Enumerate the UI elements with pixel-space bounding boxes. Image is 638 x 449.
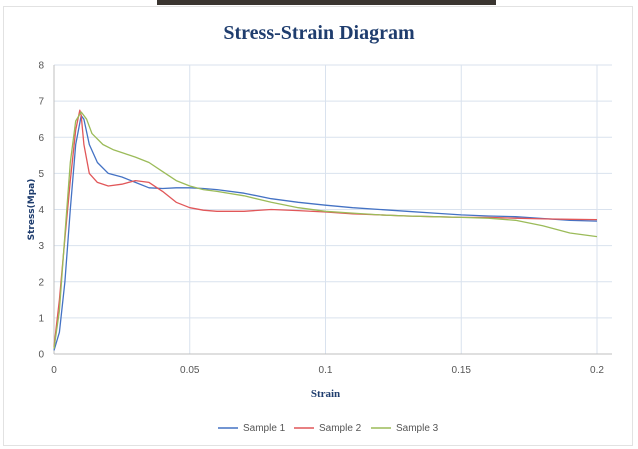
legend-label: Sample 3 bbox=[396, 423, 439, 434]
grid-lines bbox=[53, 64, 612, 355]
y-tick-label: 1 bbox=[38, 313, 44, 324]
x-axis-label: Strain bbox=[311, 388, 340, 400]
y-tick-label: 7 bbox=[38, 97, 44, 108]
y-tick-label: 0 bbox=[38, 350, 44, 361]
y-tick-label: 8 bbox=[38, 61, 44, 72]
legend: Sample 1 Sample 2 Sample 3 bbox=[218, 423, 439, 434]
x-tick-label: 0.2 bbox=[590, 365, 604, 376]
x-tick-label: 0 bbox=[51, 365, 57, 376]
legend-label: Sample 1 bbox=[243, 423, 286, 434]
axes bbox=[53, 65, 612, 355]
y-axis-label: Stress(Mpa) bbox=[27, 179, 37, 241]
legend-label: Sample 2 bbox=[319, 423, 362, 434]
series-lines bbox=[53, 109, 598, 351]
y-tick-label: 4 bbox=[38, 205, 44, 216]
x-tick-label: 0.1 bbox=[319, 365, 333, 376]
x-tick-labels: 0 0.05 0.1 0.15 0.2 bbox=[51, 365, 604, 376]
chart-title: Stress-Strain Diagram bbox=[223, 22, 415, 44]
x-tick-label: 0.05 bbox=[180, 365, 200, 376]
series-line-sample-3 bbox=[53, 111, 598, 349]
x-tick-label: 0.15 bbox=[452, 365, 472, 376]
y-tick-label: 5 bbox=[38, 169, 44, 180]
y-tick-label: 6 bbox=[38, 133, 44, 144]
cropped-photo-strip bbox=[157, 0, 496, 5]
chart-frame bbox=[3, 6, 633, 446]
y-tick-label: 2 bbox=[38, 277, 44, 288]
y-tick-label: 3 bbox=[38, 241, 44, 252]
y-tick-labels: 0 1 2 3 4 5 6 7 8 bbox=[38, 61, 44, 361]
